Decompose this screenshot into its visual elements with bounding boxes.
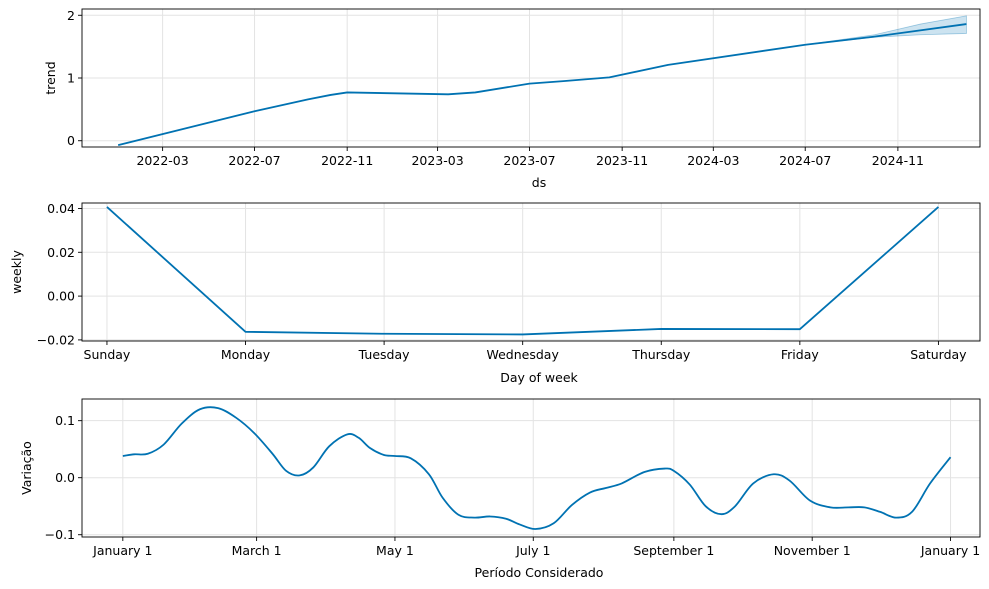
trend-panel: 2022-03 2022-07 2022-11 2023-03 2023-07 2023-… [43, 8, 981, 190]
x-tick-label: Monday [221, 347, 271, 362]
y-tick-label: 1 [67, 71, 75, 86]
x-tick-label: Friday [781, 347, 819, 362]
uncertainty-band [805, 15, 967, 46]
x-tick-label: Wednesday [486, 347, 559, 362]
x-tick-label: July 1 [515, 543, 550, 558]
x-tick-label: September 1 [633, 543, 714, 558]
y-tick-label: 0.02 [47, 245, 75, 260]
y-tick-label: 0 [67, 133, 75, 148]
x-tick-label: 2023-07 [503, 153, 555, 168]
x-tick-label: 2022-11 [321, 153, 373, 168]
plot-frame [81, 202, 981, 342]
y-tick-label: 0.04 [47, 201, 75, 216]
x-tick-label: 2024-11 [872, 153, 924, 168]
grid [82, 9, 980, 147]
yearly-panel: January 1 March 1 May 1 July 1 September 1 No… [19, 398, 981, 580]
y-axis-label: Variação [19, 441, 34, 495]
x-axis-label: ds [532, 175, 546, 190]
x-tick-label: Sunday [84, 347, 131, 362]
x-tick-label: January 1 [920, 543, 980, 558]
y-tick-label: −0.1 [45, 527, 75, 542]
x-axis-label: Day of week [500, 370, 578, 385]
y-axis-label: trend [43, 61, 58, 94]
series-line [117, 23, 967, 146]
x-tick-label: 2023-11 [596, 153, 648, 168]
y-tick-label: 0.00 [47, 289, 75, 304]
y-axis-label: weekly [9, 250, 24, 294]
x-tick-label: 2024-03 [687, 153, 739, 168]
x-tick-label: January 1 [92, 543, 152, 558]
x-tick-label: Thursday [631, 347, 691, 362]
plot-frame [81, 398, 981, 538]
x-tick-label: Saturday [910, 347, 967, 362]
y-tick-label: 0.1 [55, 413, 75, 428]
grid [82, 203, 980, 341]
series-line [106, 206, 940, 336]
series-line [122, 406, 952, 530]
y-tick-label: 0.0 [55, 470, 75, 485]
x-tick-label: 2024-07 [779, 153, 831, 168]
x-tick-label: March 1 [232, 543, 282, 558]
grid [82, 399, 980, 537]
y-tick-label: 2 [67, 8, 75, 23]
y-tick-label: −0.02 [37, 332, 75, 347]
x-tick-label: 2022-03 [136, 153, 188, 168]
x-tick-label: 2023-03 [411, 153, 463, 168]
x-tick-label: Tuesday [358, 347, 410, 362]
x-tick-label: May 1 [376, 543, 414, 558]
x-axis-label: Período Considerado [475, 565, 604, 580]
x-tick-label: November 1 [774, 543, 851, 558]
weekly-panel: Sunday Monday Tuesday Wednesday Thursday Frid… [9, 201, 981, 385]
x-tick-label: 2022-07 [228, 153, 280, 168]
